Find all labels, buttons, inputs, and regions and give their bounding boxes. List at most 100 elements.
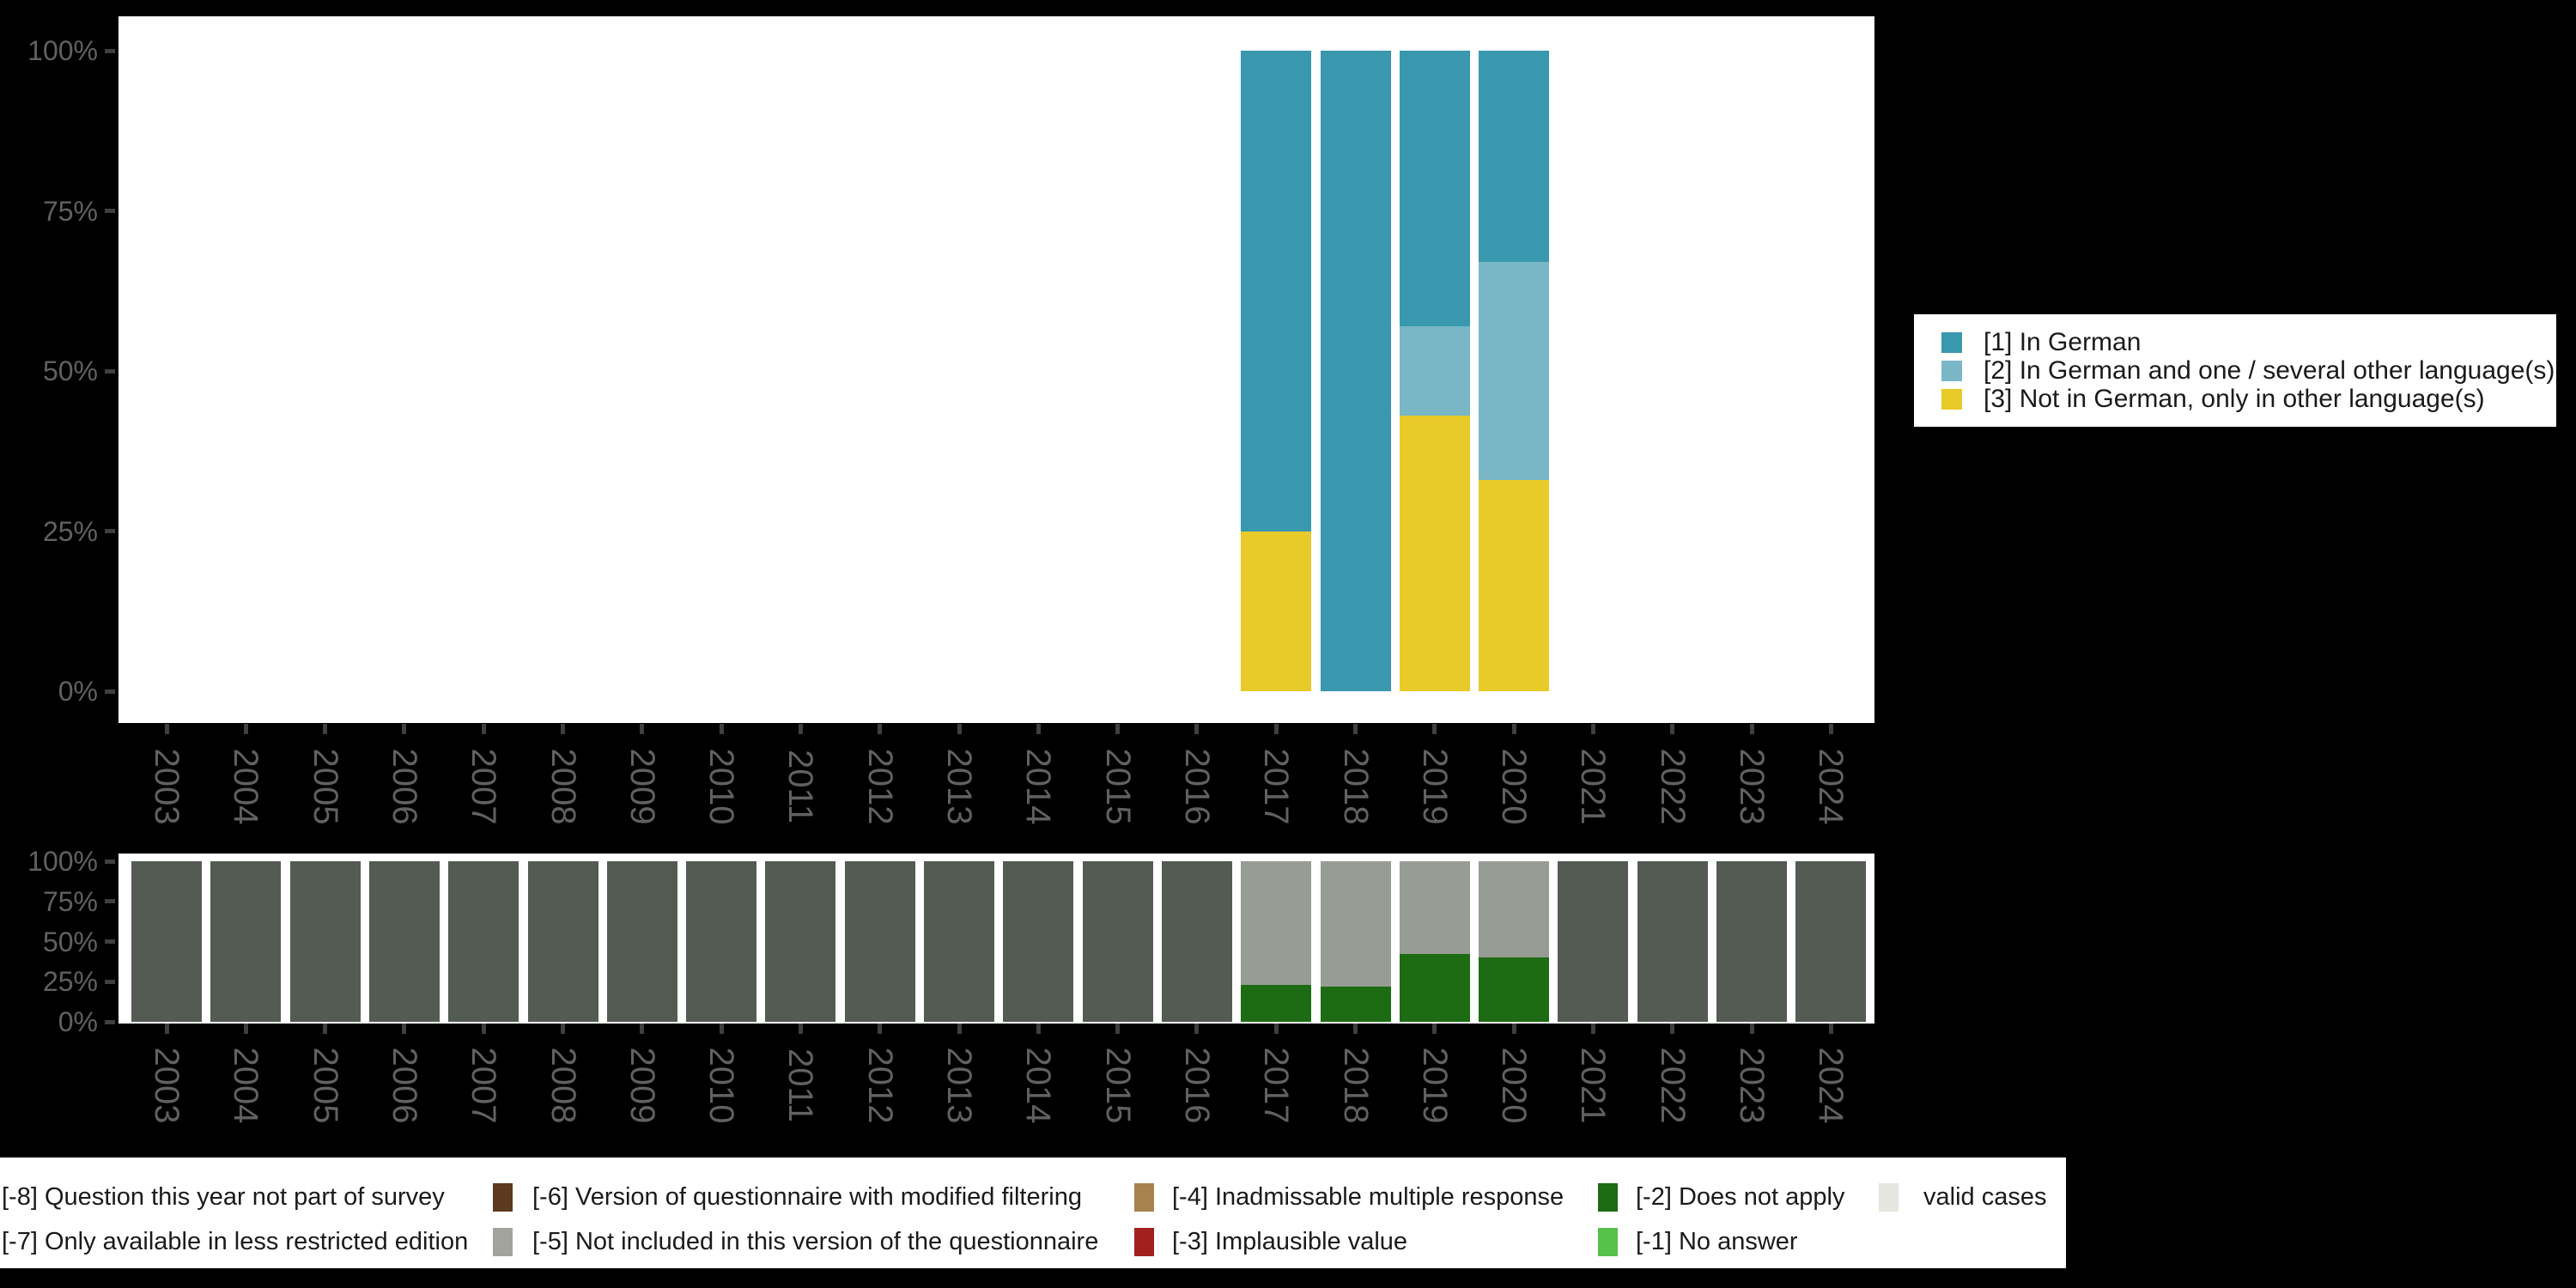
stacked-bar-2018 <box>1320 16 1391 723</box>
stacked-bar-2012 <box>844 854 915 1024</box>
x-axis-tick <box>243 724 248 734</box>
bar-segment-v3 <box>1399 416 1470 691</box>
x-axis-year-label: 2016 <box>1177 1047 1216 1124</box>
bar-segment-v2 <box>1479 262 1550 480</box>
y-axis-tick-label: 0% <box>58 1006 98 1037</box>
bar-segment-m8 <box>1795 861 1867 1022</box>
x-axis-year-label: 2013 <box>940 748 978 825</box>
x-axis-tick <box>323 1024 328 1034</box>
y-axis-tick <box>105 899 115 904</box>
legend-color-swatch <box>493 1227 513 1256</box>
y-axis-tick <box>105 1019 115 1024</box>
stacked-bar-2016 <box>1161 854 1232 1024</box>
x-axis-tick <box>481 1024 486 1034</box>
x-axis-year-label: 2023 <box>1733 1047 1771 1124</box>
x-axis-year-label: 2015 <box>1098 748 1137 825</box>
legend-color-swatch <box>1134 1227 1154 1256</box>
x-axis-year-label: 2014 <box>1019 1047 1058 1124</box>
bar-segment-m8 <box>844 861 915 1022</box>
x-axis-year-label: 2022 <box>1653 748 1692 825</box>
legend-item-label: [3] Not in German, only in other languag… <box>1984 384 2485 413</box>
bar-segment-m8 <box>686 861 757 1022</box>
bar-segment-v2 <box>1399 325 1470 416</box>
x-axis-year-label: 2021 <box>1574 748 1613 825</box>
bar-segment-v3 <box>1479 479 1550 691</box>
x-axis-year-label: 2017 <box>1257 748 1296 825</box>
legend-item-label: [-6] Version of questionnaire with modif… <box>532 1183 1082 1211</box>
x-axis-year-label: 2018 <box>1336 748 1375 825</box>
x-axis-year-label: 2012 <box>860 1047 899 1124</box>
y-axis-tick <box>105 859 115 864</box>
x-axis-year-label: 2010 <box>702 748 741 825</box>
stacked-bar-2023 <box>1716 854 1787 1024</box>
x-axis-year-label: 2006 <box>385 1047 423 1124</box>
legend-color-swatch <box>1941 388 1962 410</box>
x-axis-year-label: 2008 <box>544 748 582 825</box>
legend-item: [3] Not in German, only in other languag… <box>1914 385 2556 413</box>
legend-item: [2] In German and one / several other la… <box>1914 356 2556 385</box>
x-axis-tick <box>402 724 407 734</box>
x-axis-tick <box>1590 1024 1595 1034</box>
x-axis-tick <box>719 1024 724 1034</box>
bar-segment-m7 <box>1479 861 1550 958</box>
x-axis-tick <box>1670 724 1675 734</box>
legend-item-label: [-3] Implausible value <box>1172 1228 1408 1255</box>
stacked-bar-2020 <box>1479 854 1550 1024</box>
x-axis-year-label: 2006 <box>385 748 423 825</box>
x-axis-tick <box>402 1024 407 1034</box>
x-axis-tick <box>561 1024 565 1034</box>
legend-item-label: [-8] Question this year not part of surv… <box>2 1183 445 1211</box>
x-axis-tick <box>1273 1024 1279 1034</box>
x-axis-tick <box>1432 724 1437 734</box>
stacked-bar-2021 <box>1558 854 1629 1024</box>
stacked-bar-2005 <box>289 854 361 1024</box>
stacked-bar-2019 <box>1399 16 1470 723</box>
y-axis-tick-label: 50% <box>42 355 98 386</box>
stacked-bar-2017 <box>1241 16 1312 723</box>
x-axis-tick <box>1194 724 1200 734</box>
x-axis-year-label: 2016 <box>1177 748 1216 825</box>
bar-segment-m2 <box>1320 986 1391 1022</box>
x-axis-tick <box>1828 724 1833 734</box>
bar-segment-m8 <box>289 861 361 1022</box>
x-axis-year-label: 2022 <box>1653 1047 1692 1124</box>
x-axis-tick <box>798 724 803 734</box>
bar-segment-m7 <box>1320 861 1391 987</box>
missing-codes-legend: [-8] Question this year not part of surv… <box>0 1157 2066 1268</box>
y-axis-tick-label: 75% <box>42 885 98 917</box>
x-axis-year-label: 2017 <box>1257 1047 1296 1124</box>
bar-segment-m2 <box>1399 954 1470 1022</box>
x-axis-tick <box>1115 1024 1121 1034</box>
bar-segment-m8 <box>210 861 282 1022</box>
stacked-bar-2006 <box>368 854 440 1024</box>
y-axis-tick-label: 100% <box>27 846 98 877</box>
bar-segment-m8 <box>527 861 598 1022</box>
bar-segment-m8 <box>131 861 202 1022</box>
bar-segment-v3 <box>1241 531 1312 691</box>
x-axis-year-label: 2014 <box>1019 748 1058 825</box>
bar-segment-m8 <box>1003 861 1074 1022</box>
x-axis-tick <box>1036 724 1041 734</box>
x-axis-year-label: 2019 <box>1415 748 1454 825</box>
valid-answers-chart-plot <box>118 16 1874 723</box>
bar-segment-m2 <box>1241 984 1312 1022</box>
x-axis-year-label: 2024 <box>1812 748 1850 825</box>
value-labels-legend: [1] In German [2] In German and one / sev… <box>1914 314 2556 427</box>
x-axis-year-label: 2009 <box>623 748 661 825</box>
stacked-bar-2018 <box>1320 854 1391 1024</box>
x-axis-tick <box>957 724 962 734</box>
bar-segment-m8 <box>1161 861 1232 1022</box>
legend-item-label: [2] In German and one / several other la… <box>1984 355 2555 385</box>
stacked-bar-2009 <box>606 854 677 1024</box>
x-axis-year-label: 2013 <box>940 1047 978 1124</box>
legend-item-label: [1] In German <box>1984 327 2142 356</box>
y-axis-tick-label: 25% <box>42 966 98 998</box>
bar-segment-m8 <box>924 861 994 1022</box>
y-axis-tick <box>105 689 115 694</box>
y-axis-tick <box>105 939 115 944</box>
x-axis-year-label: 2007 <box>465 748 503 825</box>
legend-color-swatch <box>1598 1227 1618 1256</box>
bar-segment-m8 <box>1082 861 1153 1022</box>
stacked-bar-2019 <box>1399 854 1470 1024</box>
x-axis-year-label: 2011 <box>781 749 820 823</box>
